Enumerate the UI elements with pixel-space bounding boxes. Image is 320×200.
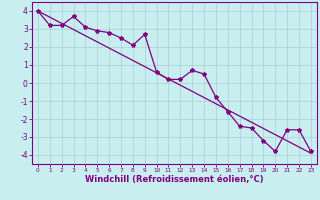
X-axis label: Windchill (Refroidissement éolien,°C): Windchill (Refroidissement éolien,°C) bbox=[85, 175, 264, 184]
